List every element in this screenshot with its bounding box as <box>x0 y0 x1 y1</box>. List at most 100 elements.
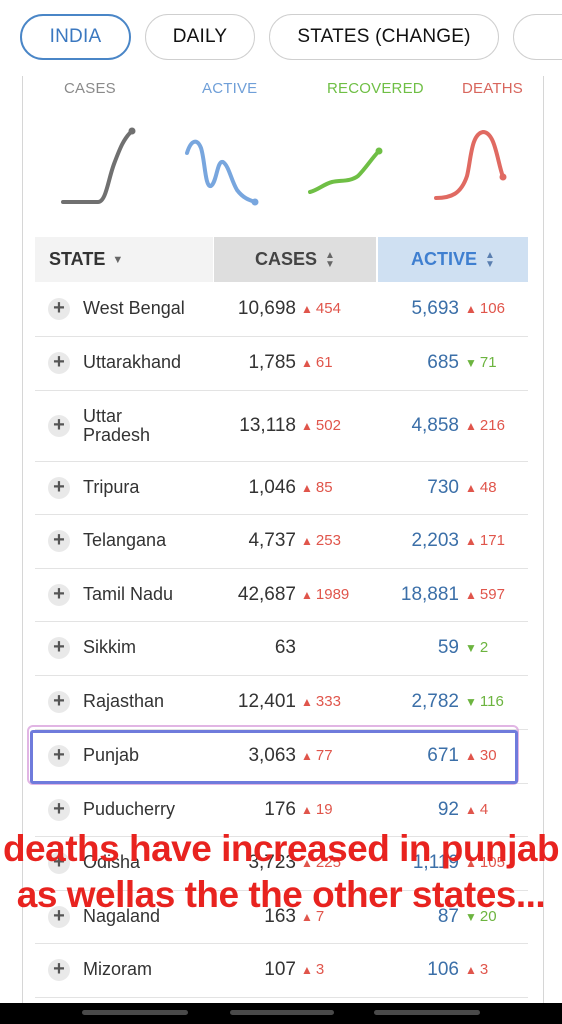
cases-delta-value: 253 <box>315 532 341 549</box>
up-arrow-icon: ▲ <box>465 856 477 870</box>
expand-plus-icon[interactable]: + <box>48 745 70 767</box>
expand-plus-icon[interactable]: + <box>48 476 70 499</box>
table-row[interactable]: + Tamil Nadu 42,687 ▲ 1989 18,881 ▲ 597 <box>35 568 528 622</box>
active-delta-value: 20 <box>479 907 497 925</box>
expand-plus-icon[interactable]: + <box>48 352 70 374</box>
up-arrow-icon: ▲ <box>465 302 477 316</box>
active-delta-value: 4 <box>479 800 489 818</box>
state-name: Tamil Nadu <box>83 583 174 604</box>
cases-value: 3,723 <box>248 852 296 873</box>
table-header: STATE ▼ CASES ▲ ▼ ACTIVE ▲ ▼ <box>35 237 528 282</box>
recovered-sparkline <box>308 147 383 194</box>
expand-plus-icon[interactable]: + <box>48 798 70 821</box>
expand-plus-icon[interactable]: + <box>48 959 70 981</box>
active-value: 87 <box>437 905 459 927</box>
table-row[interactable]: + Sikkim 63 59 ▼ 2 <box>35 621 528 676</box>
active-delta-value: 30 <box>479 747 497 764</box>
state-name: Mizoram <box>83 959 153 979</box>
active-delta: ▲ 597 <box>465 586 505 603</box>
cases-delta-value: 61 <box>315 354 333 371</box>
cases-value: 176 <box>264 798 296 820</box>
table-row[interactable]: + Rajasthan 12,401 ▲ 333 2,782 ▼ 116 <box>35 675 528 730</box>
up-arrow-icon: ▲ <box>301 418 313 433</box>
cases-delta: ▲ 502 <box>301 417 341 434</box>
active-delta: ▲ 216 <box>465 417 505 434</box>
down-arrow-icon: ▼ <box>465 641 477 655</box>
expand-plus-icon[interactable]: + <box>48 691 70 713</box>
cases-delta-value: 77 <box>315 747 333 764</box>
table-row[interactable]: + Nagaland 163 ▲ 7 87 ▼ 20 <box>35 890 528 944</box>
active-value: 5,693 <box>411 298 459 319</box>
expand-plus-icon[interactable]: + <box>48 414 70 437</box>
active-delta-value: 597 <box>479 585 505 603</box>
expand-plus-icon[interactable]: + <box>48 852 70 874</box>
nav-recents-button[interactable] <box>374 1010 480 1015</box>
table-row[interactable]: + Tripura 1,046 ▲ 85 730 ▲ 48 <box>35 461 528 515</box>
nav-home-button[interactable] <box>230 1010 334 1015</box>
cases-value: 12,401 <box>237 691 296 712</box>
cases-label: CASES <box>64 80 116 97</box>
expand-plus-icon[interactable]: + <box>48 583 70 606</box>
up-arrow-icon: ▲ <box>301 480 313 495</box>
header-state[interactable]: STATE ▼ <box>35 237 213 282</box>
up-arrow-icon: ▲ <box>465 480 477 495</box>
expand-plus-icon[interactable]: + <box>48 530 70 552</box>
sort-icon: ▲ ▼ <box>485 249 495 270</box>
table-row[interactable]: + Uttar Pradesh 13,118 ▲ 502 4,858 ▲ 216 <box>35 390 528 462</box>
cases-delta: ▲ 61 <box>301 354 333 371</box>
active-value: 685 <box>427 352 459 373</box>
cases-delta: ▲ 19 <box>301 801 333 818</box>
active-delta: ▲ 4 <box>465 801 488 818</box>
up-arrow-icon: ▲ <box>465 587 477 602</box>
nav-back-button[interactable] <box>82 1010 188 1015</box>
header-state-label: STATE <box>49 249 106 269</box>
table-row[interactable]: + Puducherry 176 ▲ 19 92 ▲ 4 <box>35 783 528 837</box>
expand-plus-icon[interactable]: + <box>48 637 70 659</box>
active-sparkline <box>185 139 259 206</box>
up-arrow-icon: ▲ <box>465 802 477 817</box>
state-name: Uttarakhand <box>83 352 182 372</box>
active-value: 2,782 <box>411 691 459 712</box>
tab-india[interactable]: INDIA <box>20 14 131 60</box>
up-arrow-icon: ▲ <box>301 302 313 316</box>
state-name: Telangana <box>83 530 167 550</box>
active-label: ACTIVE <box>202 80 258 97</box>
header-cases-label: CASES <box>255 249 318 269</box>
state-name: Odisha <box>83 852 141 872</box>
active-delta: ▲ 48 <box>465 479 497 496</box>
dashboard-card <box>22 76 544 1006</box>
state-name: Sikkim <box>83 637 136 657</box>
table-row[interactable]: + Odisha 3,723 ▲ 225 1,119 ▲ 105 <box>35 836 528 891</box>
table-row[interactable]: + Mizoram 107 ▲ 3 106 ▲ 3 <box>35 943 528 998</box>
active-delta-value: 3 <box>479 961 489 978</box>
state-name: Punjab <box>83 745 140 765</box>
up-arrow-icon: ▲ <box>301 587 313 602</box>
cases-value: 163 <box>264 905 296 927</box>
expand-plus-icon[interactable]: + <box>48 905 70 928</box>
active-delta: ▼ 2 <box>465 639 488 656</box>
tab-next[interactable] <box>513 14 562 60</box>
state-name: Rajasthan <box>83 691 165 711</box>
cases-delta: ▲ 253 <box>301 532 341 549</box>
table-row[interactable]: + Telangana 4,737 ▲ 253 2,203 ▲ 171 <box>35 514 528 569</box>
cases-delta-value: 225 <box>315 854 341 871</box>
active-delta: ▲ 30 <box>465 747 497 764</box>
active-delta: ▼ 71 <box>465 354 497 371</box>
active-delta: ▲ 3 <box>465 961 488 978</box>
tab-daily[interactable]: DAILY <box>145 14 255 60</box>
cases-delta-value: 19 <box>315 800 333 818</box>
header-cases[interactable]: CASES ▲ ▼ <box>214 237 376 282</box>
cases-delta-value: 7 <box>315 907 325 925</box>
state-name: Tripura <box>83 476 140 497</box>
active-value: 4,858 <box>411 414 459 436</box>
table-row[interactable]: + Uttarakhand 1,785 ▲ 61 685 ▼ 71 <box>35 336 528 391</box>
tab-states-change[interactable]: STATES (CHANGE) <box>269 14 499 60</box>
header-active[interactable]: ACTIVE ▲ ▼ <box>378 237 528 282</box>
down-arrow-icon: ▼ <box>465 356 477 370</box>
up-arrow-icon: ▲ <box>465 418 477 433</box>
cases-value: 1,046 <box>248 476 296 498</box>
up-arrow-icon: ▲ <box>301 356 313 370</box>
table-row[interactable]: + West Bengal 10,698 ▲ 454 5,693 ▲ 106 <box>35 282 528 337</box>
cases-delta: ▲ 7 <box>301 908 324 925</box>
expand-plus-icon[interactable]: + <box>48 298 70 320</box>
